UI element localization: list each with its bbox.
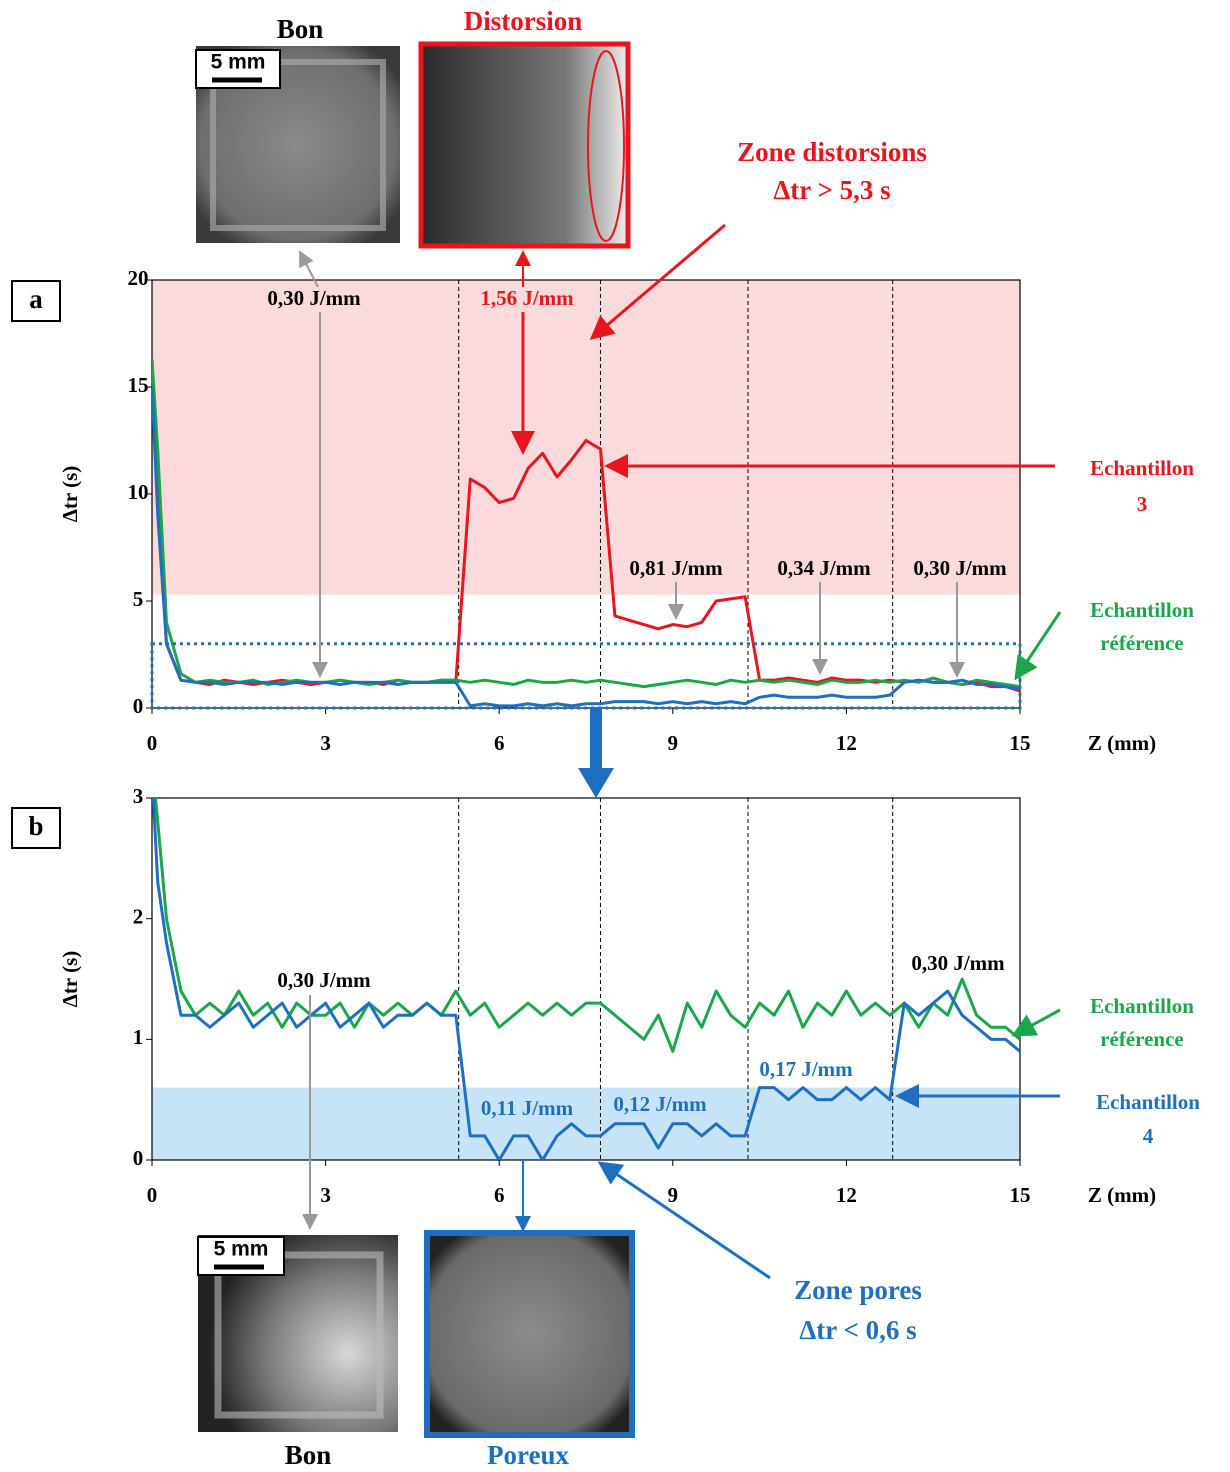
y-tick-label: 3 (133, 784, 144, 808)
scale-label: 5 mm (211, 51, 266, 74)
annotation: Δtr < 0,6 s (799, 1315, 916, 1345)
x-tick-label: 6 (494, 1183, 505, 1207)
annotation: Echantillon (1090, 598, 1194, 622)
threshold-band (152, 1087, 1020, 1160)
annotation: Echantillon (1096, 1090, 1200, 1114)
annotation: 0,11 J/mm (481, 1096, 574, 1120)
image-distorsion (418, 41, 631, 249)
annotation: 0,34 J/mm (777, 556, 871, 580)
x-tick-label: 15 (1010, 731, 1031, 755)
x-tick-label: 9 (668, 1183, 679, 1207)
image-caption: Poreux (487, 1440, 569, 1470)
y-tick-label: 0 (133, 1146, 144, 1170)
image-poreux (424, 1230, 635, 1438)
annotation: 0,17 J/mm (759, 1057, 853, 1081)
panel-box (11, 807, 61, 849)
series-line (152, 386, 1020, 708)
annotation: Δtr > 5,3 s (773, 175, 890, 205)
series-line (152, 359, 1020, 689)
annotation: 4 (1143, 1124, 1154, 1148)
annotation: Echantillon (1090, 994, 1194, 1018)
annotation: 1,56 J/mm (480, 286, 574, 310)
annotation: référence (1100, 631, 1184, 655)
annotation: Echantillon (1090, 456, 1194, 480)
series-line (152, 798, 1020, 1160)
image-bon-bottom: 5 mm (197, 1235, 398, 1432)
x-tick-label: 3 (320, 1183, 331, 1207)
annotation: 0,81 J/mm (629, 556, 723, 580)
x-tick-label: 9 (668, 731, 679, 755)
annotation: 3 (1137, 492, 1148, 516)
y-tick-label: 1 (133, 1025, 144, 1049)
y-axis-label: Δtr (s) (58, 466, 82, 523)
panel-label: b (28, 811, 43, 841)
x-tick-label: 0 (147, 1183, 158, 1207)
annotation: 0,30 J/mm (911, 951, 1005, 975)
annotation: 0,30 J/mm (277, 968, 371, 992)
series-line (153, 798, 1020, 1053)
y-tick-label: 0 (133, 694, 144, 718)
x-tick-label: 15 (1010, 1183, 1031, 1207)
x-tick-label: 3 (320, 731, 331, 755)
y-tick-label: 20 (128, 266, 149, 290)
image-caption: Distorsion (464, 6, 583, 36)
zoom-box (150, 642, 1022, 710)
annotation: Zone distorsions (737, 137, 927, 167)
plot-frame (151, 797, 1021, 1161)
y-axis-label: Δtr (s) (58, 951, 82, 1008)
image-bon-top: 5 mm (195, 46, 400, 243)
y-tick-label: 2 (133, 904, 144, 928)
annotation: 0,30 J/mm (267, 286, 361, 310)
annotations-a: 0,30 J/mm 1,56 J/mm Zone distorsions Δtr… (262, 137, 1194, 798)
threshold-band (152, 280, 1020, 595)
annotation: 0,30 J/mm (913, 556, 1007, 580)
panel-box (11, 280, 61, 322)
annotation: référence (1100, 1027, 1184, 1051)
annotation: Zone pores (794, 1275, 922, 1305)
annotation: 0,12 J/mm (613, 1092, 707, 1116)
x-tick-label: 12 (836, 1183, 857, 1207)
image-caption: Bon (277, 14, 324, 44)
x-tick-label: 12 (836, 731, 857, 755)
y-tick-label: 10 (128, 480, 149, 504)
y-tick-label: 15 (128, 373, 149, 397)
panel-label: a (29, 284, 43, 314)
x-tick-label: 0 (147, 731, 158, 755)
y-tick-label: 5 (133, 587, 144, 611)
x-axis-label: Z (mm) (1088, 731, 1156, 755)
x-tick-label: 6 (494, 731, 505, 755)
scale-label: 5 mm (214, 1238, 269, 1261)
image-caption: Bon (285, 1440, 332, 1470)
x-axis-label: Z (mm) (1088, 1183, 1156, 1207)
annotations-b: 0,30 J/mm 0,11 J/mm 0,12 J/mm 0,17 J/mm … (277, 951, 1200, 1345)
